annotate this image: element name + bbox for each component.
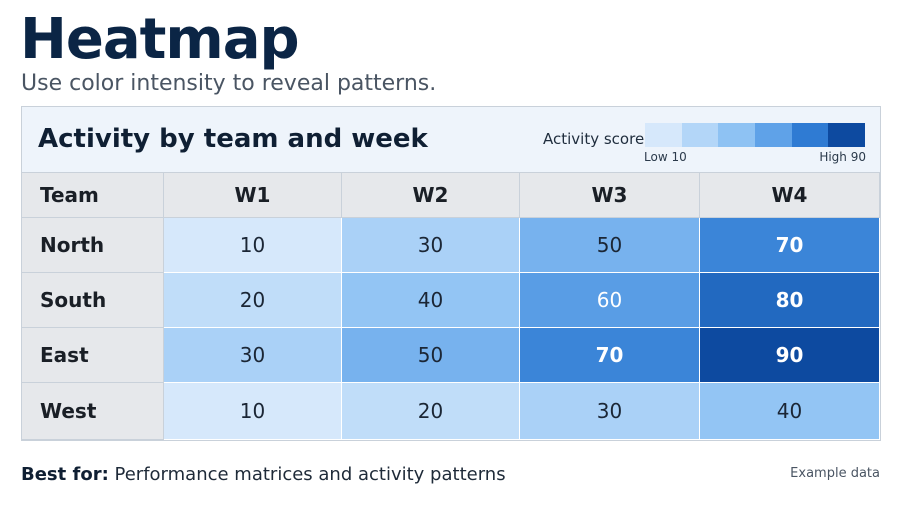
footer-note: Example data — [790, 466, 880, 481]
legend-swatch — [791, 123, 829, 147]
row-header-label: Team — [22, 173, 164, 218]
legend-high-label: High 90 — [819, 150, 866, 164]
legend-color-scale — [645, 123, 866, 147]
heatmap-grid: Team W1 W2 W3 W4 North 10 30 50 70 South 20 40 60 80 Ea… — [22, 173, 880, 440]
heatmap-cell: 60 — [520, 273, 700, 328]
heatmap-cell: 50 — [520, 218, 700, 273]
footer-best-for: Best for: Performance matrices and activ… — [21, 463, 506, 487]
legend-low-label: Low 10 — [644, 150, 687, 164]
row-header: South — [22, 273, 164, 328]
best-for-label: Best for: — [21, 464, 109, 485]
legend-label: Activity score — [543, 130, 645, 148]
heatmap-cell: 10 — [164, 383, 342, 440]
page-title: Heatmap — [20, 7, 300, 72]
heatmap-cell: 50 — [342, 328, 520, 383]
column-header: W4 — [700, 173, 880, 218]
heatmap-cell: 30 — [342, 218, 520, 273]
legend-swatch — [718, 123, 756, 147]
heatmap-cell: 70 — [700, 218, 880, 273]
best-for-text: Performance matrices and activity patter… — [108, 464, 506, 485]
column-header: W2 — [342, 173, 520, 218]
heatmap-cell: 70 — [520, 328, 700, 383]
heatmap-cell: 90 — [700, 328, 880, 383]
heatmap-cell: 30 — [520, 383, 700, 440]
heatmap-cell: 20 — [342, 383, 520, 440]
heatmap-cell: 40 — [342, 273, 520, 328]
column-header: W3 — [520, 173, 700, 218]
chart-title: Activity by team and week — [38, 124, 428, 154]
heatmap-card: Activity by team and week Activity score… — [21, 106, 881, 441]
heatmap-cell: 40 — [700, 383, 880, 440]
legend-swatch — [681, 123, 719, 147]
row-header: East — [22, 328, 164, 383]
column-header: W1 — [164, 173, 342, 218]
legend-swatch — [755, 123, 792, 147]
heatmap-cell: 30 — [164, 328, 342, 383]
legend-swatch — [645, 123, 682, 147]
heatmap-cell: 10 — [164, 218, 342, 273]
card-header: Activity by team and week Activity score… — [22, 107, 880, 173]
page-subtitle: Use color intensity to reveal patterns. — [21, 71, 437, 96]
heatmap-cell: 20 — [164, 273, 342, 328]
legend-swatch — [828, 123, 866, 147]
heatmap-cell: 80 — [700, 273, 880, 328]
row-header: West — [22, 383, 164, 440]
row-header: North — [22, 218, 164, 273]
